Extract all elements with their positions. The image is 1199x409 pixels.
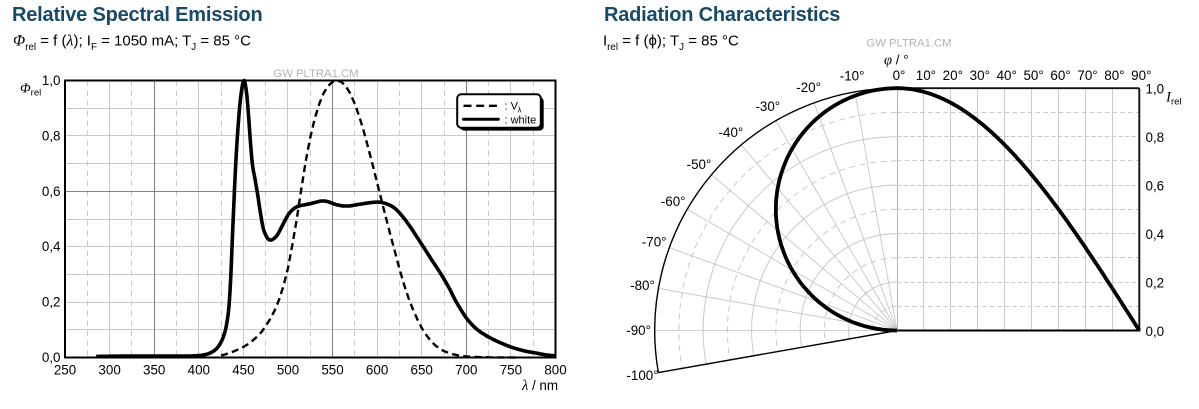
svg-text:0,8: 0,8 — [1146, 130, 1165, 145]
svg-text:10°: 10° — [916, 68, 936, 83]
svg-text:Irel: Irel — [1165, 90, 1182, 108]
svg-text:350: 350 — [143, 363, 165, 378]
svg-text:90°: 90° — [1131, 68, 1151, 83]
svg-text:40°: 40° — [997, 68, 1017, 83]
svg-text:700: 700 — [455, 363, 477, 378]
svg-text:-10°: -10° — [840, 69, 865, 84]
svg-text:λ / nm: λ / nm — [521, 378, 558, 394]
svg-text:-100°: -100° — [626, 368, 658, 383]
svg-text:Φrel: Φrel — [20, 82, 41, 99]
svg-text:300: 300 — [98, 363, 120, 378]
svg-text:1,0: 1,0 — [42, 73, 61, 88]
svg-text:80°: 80° — [1104, 68, 1124, 83]
svg-text:λ: λ — [518, 106, 522, 115]
svg-text:Relative Spectral Emission: Relative Spectral Emission — [12, 4, 262, 26]
svg-text:-70°: -70° — [642, 235, 667, 250]
svg-text:Φrel = f (λ); IF = 1050 mA; TJ: Φrel = f (λ); IF = 1050 mA; TJ = 85 °C — [13, 33, 251, 54]
svg-text:750: 750 — [500, 363, 522, 378]
svg-text:650: 650 — [411, 363, 433, 378]
svg-text:50°: 50° — [1023, 68, 1043, 83]
svg-text:: V: : V — [505, 101, 519, 113]
svg-text:-40°: -40° — [719, 125, 744, 140]
svg-text:-30°: -30° — [755, 99, 780, 114]
svg-text:0,6: 0,6 — [42, 184, 61, 199]
svg-text:1,0: 1,0 — [1146, 82, 1165, 97]
svg-text:0,8: 0,8 — [42, 128, 61, 143]
svg-text:70°: 70° — [1077, 68, 1097, 83]
svg-text:0°: 0° — [893, 68, 906, 83]
svg-text:500: 500 — [277, 363, 299, 378]
svg-text:GW PLTRA1.CM: GW PLTRA1.CM — [866, 38, 951, 50]
svg-text:0,6: 0,6 — [1146, 178, 1165, 193]
svg-text:-60°: -60° — [661, 194, 686, 209]
svg-text:400: 400 — [188, 363, 210, 378]
svg-text:-90°: -90° — [626, 323, 651, 338]
svg-text:800: 800 — [544, 363, 566, 378]
svg-text:Radiation Characteristics: Radiation Characteristics — [604, 4, 840, 26]
svg-text:φ / °: φ / ° — [884, 53, 909, 69]
svg-text:20°: 20° — [943, 68, 963, 83]
svg-text:Irel = f (ϕ); TJ = 85 °C: Irel = f (ϕ); TJ = 85 °C — [603, 33, 739, 54]
svg-text:: white: : white — [505, 114, 537, 126]
svg-text:0,2: 0,2 — [42, 295, 61, 310]
svg-text:600: 600 — [366, 363, 388, 378]
svg-text:250: 250 — [54, 363, 76, 378]
svg-text:30°: 30° — [970, 68, 990, 83]
svg-text:0,0: 0,0 — [1146, 324, 1165, 339]
svg-text:0,4: 0,4 — [1146, 227, 1165, 242]
svg-text:-80°: -80° — [630, 278, 655, 293]
svg-text:450: 450 — [232, 363, 254, 378]
svg-text:GW PLTRA1.CM: GW PLTRA1.CM — [273, 68, 358, 80]
svg-text:-20°: -20° — [796, 80, 821, 95]
svg-text:0,4: 0,4 — [42, 239, 61, 254]
svg-text:-50°: -50° — [687, 157, 712, 172]
svg-text:0,0: 0,0 — [42, 350, 61, 365]
svg-text:0,2: 0,2 — [1146, 275, 1165, 290]
svg-text:550: 550 — [321, 363, 343, 378]
svg-text:60°: 60° — [1050, 68, 1070, 83]
